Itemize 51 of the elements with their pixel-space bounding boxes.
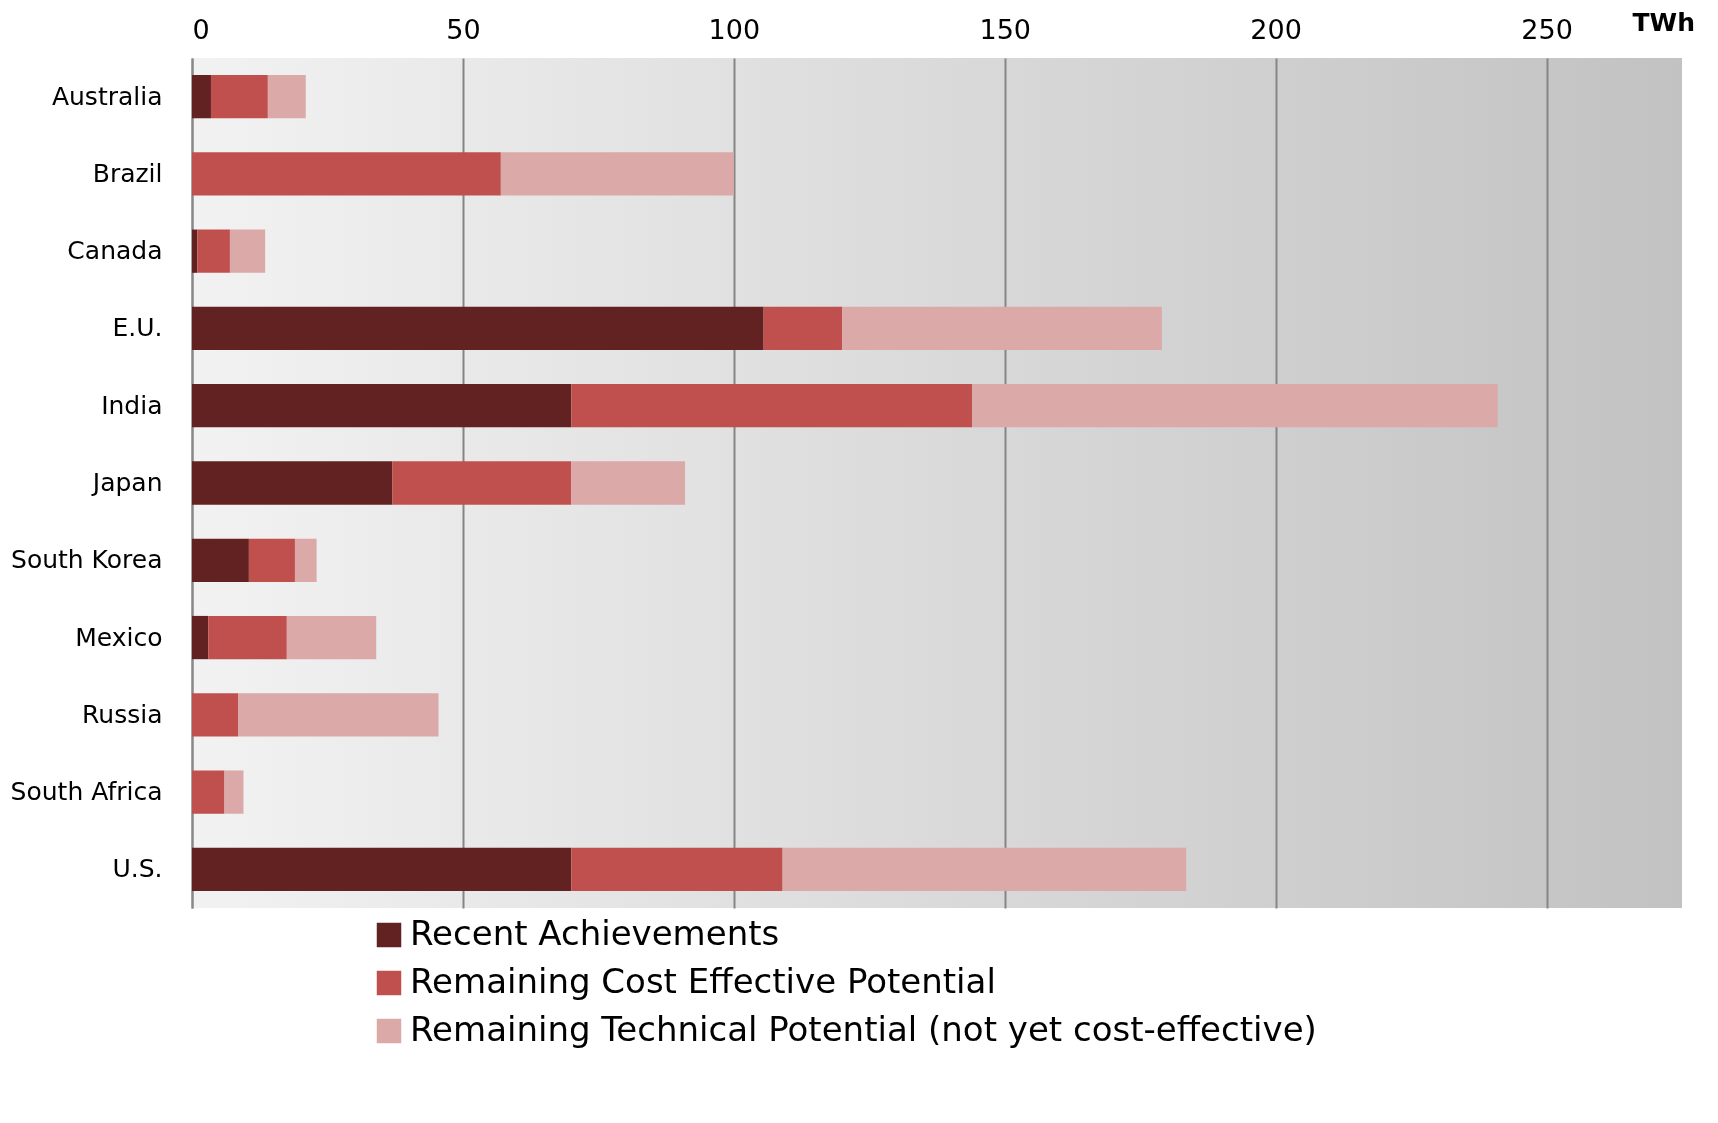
y-tick-label: South Korea [11,545,163,575]
x-tick-label: 250 [1521,13,1573,45]
y-tick-label: E.U. [112,313,163,343]
bar [286,615,377,660]
bar [763,306,843,351]
bar [192,229,198,273]
bar [192,461,393,505]
bar [248,538,295,582]
bar [972,384,1498,428]
y-tick-label: Brazil [92,158,163,188]
y-tick-label: U.S. [112,854,163,884]
bar [229,229,266,273]
bar [192,538,249,582]
bar [571,384,973,428]
bar [224,770,244,814]
y-tick-label: South Africa [10,777,163,807]
legend-label: Remaining Cost Effective Potential [410,961,996,1001]
y-tick-label: Japan [90,468,163,497]
y-tick-label: Canada [67,236,163,266]
bar [192,152,501,196]
bar [197,229,230,273]
bar [192,306,764,351]
y-tick-label: Mexico [75,622,163,652]
y-tick-label: Australia [51,81,163,111]
bar [192,615,209,660]
x-axis-title: TWh [1632,7,1695,37]
bar [392,461,572,505]
bar [571,847,783,891]
bar [192,770,225,814]
bar [782,847,1187,891]
x-tick-label: 0 [192,13,210,45]
bar [192,847,572,891]
bar [192,693,239,737]
bar [294,538,317,582]
bar [208,615,287,660]
y-tick-label: Russia [82,699,163,729]
bar [192,384,572,428]
bar [842,306,1162,351]
y-tick-label: India [101,390,163,420]
legend-label: Recent Achievements [410,913,780,953]
bar [192,75,211,119]
legend-label: Remaining Technical Potential (not yet cost-effective) [410,1009,1317,1049]
bar [500,152,734,196]
x-tick-label: 150 [979,13,1031,45]
bar [571,461,686,505]
bar [267,75,306,119]
x-tick-label: 100 [708,13,761,45]
bar [210,75,268,119]
x-tick-label: 50 [446,13,481,45]
x-tick-label: 200 [1250,13,1302,45]
bar [238,693,439,737]
